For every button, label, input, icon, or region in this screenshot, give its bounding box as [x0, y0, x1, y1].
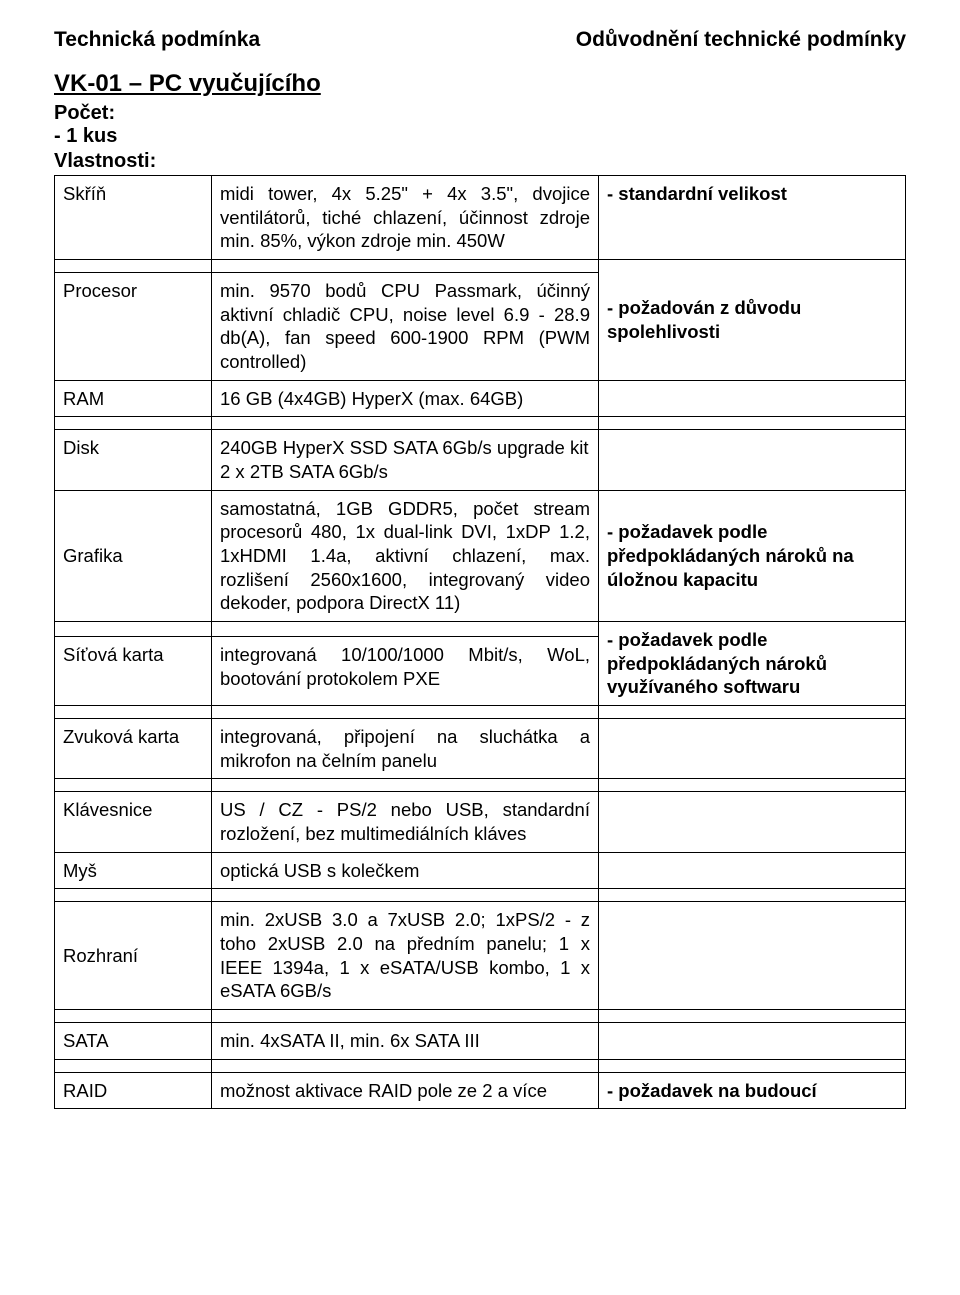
row-value — [212, 889, 599, 902]
row-value — [212, 622, 599, 637]
table-row: Rozhraní min. 2xUSB 3.0 a 7xUSB 2.0; 1xP… — [55, 902, 906, 1010]
row-value — [212, 417, 599, 430]
row-value: možnost aktivace RAID pole ze 2 a více — [212, 1072, 599, 1109]
row-label: Síťová karta — [55, 636, 212, 705]
table-row — [55, 417, 906, 430]
row-note — [599, 1023, 906, 1060]
props-label: Vlastnosti: — [54, 150, 906, 173]
row-label: Procesor — [55, 273, 212, 381]
row-label — [55, 779, 212, 792]
table-row: Klávesnice US / CZ - PS/2 nebo USB, stan… — [55, 792, 906, 852]
row-value — [212, 779, 599, 792]
row-value: US / CZ - PS/2 nebo USB, standardní rozl… — [212, 792, 599, 852]
row-label — [55, 1010, 212, 1023]
row-label — [55, 622, 212, 637]
row-label: RAID — [55, 1072, 212, 1109]
row-note — [599, 719, 906, 779]
row-label: SATA — [55, 1023, 212, 1060]
row-note — [599, 792, 906, 852]
row-value: samostatná, 1GB GDDR5, počet stream proc… — [212, 490, 599, 621]
row-label — [55, 260, 212, 273]
row-note — [599, 380, 906, 417]
row-value: integrovaná, připojení na sluchátka a mi… — [212, 719, 599, 779]
table-row: Skříň midi tower, 4x 5.25" + 4x 3.5", dv… — [55, 176, 906, 260]
header-right: Odůvodnění technické podmínky — [576, 28, 906, 52]
row-label — [55, 1059, 212, 1072]
table-row: - požadavek podle předpokládaných nároků… — [55, 622, 906, 637]
row-note: - požadavek na budoucí — [599, 1072, 906, 1109]
table-row — [55, 706, 906, 719]
row-label: Disk — [55, 430, 212, 490]
row-value: 240GB HyperX SSD SATA 6Gb/s upgrade kit … — [212, 430, 599, 490]
row-value — [212, 1059, 599, 1072]
table-row — [55, 779, 906, 792]
row-note — [599, 430, 906, 490]
row-value — [212, 260, 599, 273]
row-note — [599, 417, 906, 430]
spec-table: Skříň midi tower, 4x 5.25" + 4x 3.5", dv… — [54, 175, 906, 1109]
row-label — [55, 706, 212, 719]
row-value: min. 2xUSB 3.0 a 7xUSB 2.0; 1xPS/2 - z t… — [212, 902, 599, 1010]
page: Technická podmínka Odůvodnění technické … — [0, 0, 960, 1295]
header-left: Technická podmínka — [54, 28, 260, 52]
row-value: optická USB s kolečkem — [212, 852, 599, 889]
row-note — [599, 779, 906, 792]
row-label: Myš — [55, 852, 212, 889]
table-row: Myš optická USB s kolečkem — [55, 852, 906, 889]
row-note: - standardní velikost — [599, 176, 906, 260]
table-row: SATA min. 4xSATA II, min. 6x SATA III — [55, 1023, 906, 1060]
table-row: Zvuková karta integrovaná, připojení na … — [55, 719, 906, 779]
table-row: RAID možnost aktivace RAID pole ze 2 a v… — [55, 1072, 906, 1109]
count-value: - 1 kus — [54, 125, 906, 148]
table-row: Disk 240GB HyperX SSD SATA 6Gb/s upgrade… — [55, 430, 906, 490]
row-value: 16 GB (4x4GB) HyperX (max. 64GB) — [212, 380, 599, 417]
row-note — [599, 852, 906, 889]
row-label: Zvuková karta — [55, 719, 212, 779]
row-label — [55, 417, 212, 430]
row-note — [599, 889, 906, 902]
row-label: Rozhraní — [55, 902, 212, 1010]
row-label: Skříň — [55, 176, 212, 260]
table-row: - požadován z důvodu spolehlivosti — [55, 260, 906, 273]
header-row: Technická podmínka Odůvodnění technické … — [54, 28, 906, 52]
product-title: VK-01 – PC vyučujícího — [54, 70, 906, 98]
table-row — [55, 1059, 906, 1072]
row-value — [212, 1010, 599, 1023]
table-row — [55, 889, 906, 902]
row-label: Klávesnice — [55, 792, 212, 852]
table-row — [55, 1010, 906, 1023]
row-label: Grafika — [55, 490, 212, 621]
row-note: - požadován z důvodu spolehlivosti — [599, 260, 906, 381]
row-value — [212, 706, 599, 719]
count-label: Počet: — [54, 102, 906, 125]
row-label — [55, 889, 212, 902]
table-row: Grafika samostatná, 1GB GDDR5, počet str… — [55, 490, 906, 621]
row-value: midi tower, 4x 5.25" + 4x 3.5", dvojice … — [212, 176, 599, 260]
row-value: min. 4xSATA II, min. 6x SATA III — [212, 1023, 599, 1060]
row-note — [599, 902, 906, 1010]
row-note — [599, 1010, 906, 1023]
row-note — [599, 1059, 906, 1072]
row-note: - požadavek podle předpokládaných nároků… — [599, 490, 906, 621]
row-note: - požadavek podle předpokládaných nároků… — [599, 622, 906, 706]
row-note — [599, 706, 906, 719]
row-value: integrovaná 10/100/1000 Mbit/s, WoL, boo… — [212, 636, 599, 705]
row-label: RAM — [55, 380, 212, 417]
row-value: min. 9570 bodů CPU Passmark, účinný akti… — [212, 273, 599, 381]
table-row: RAM 16 GB (4x4GB) HyperX (max. 64GB) — [55, 380, 906, 417]
